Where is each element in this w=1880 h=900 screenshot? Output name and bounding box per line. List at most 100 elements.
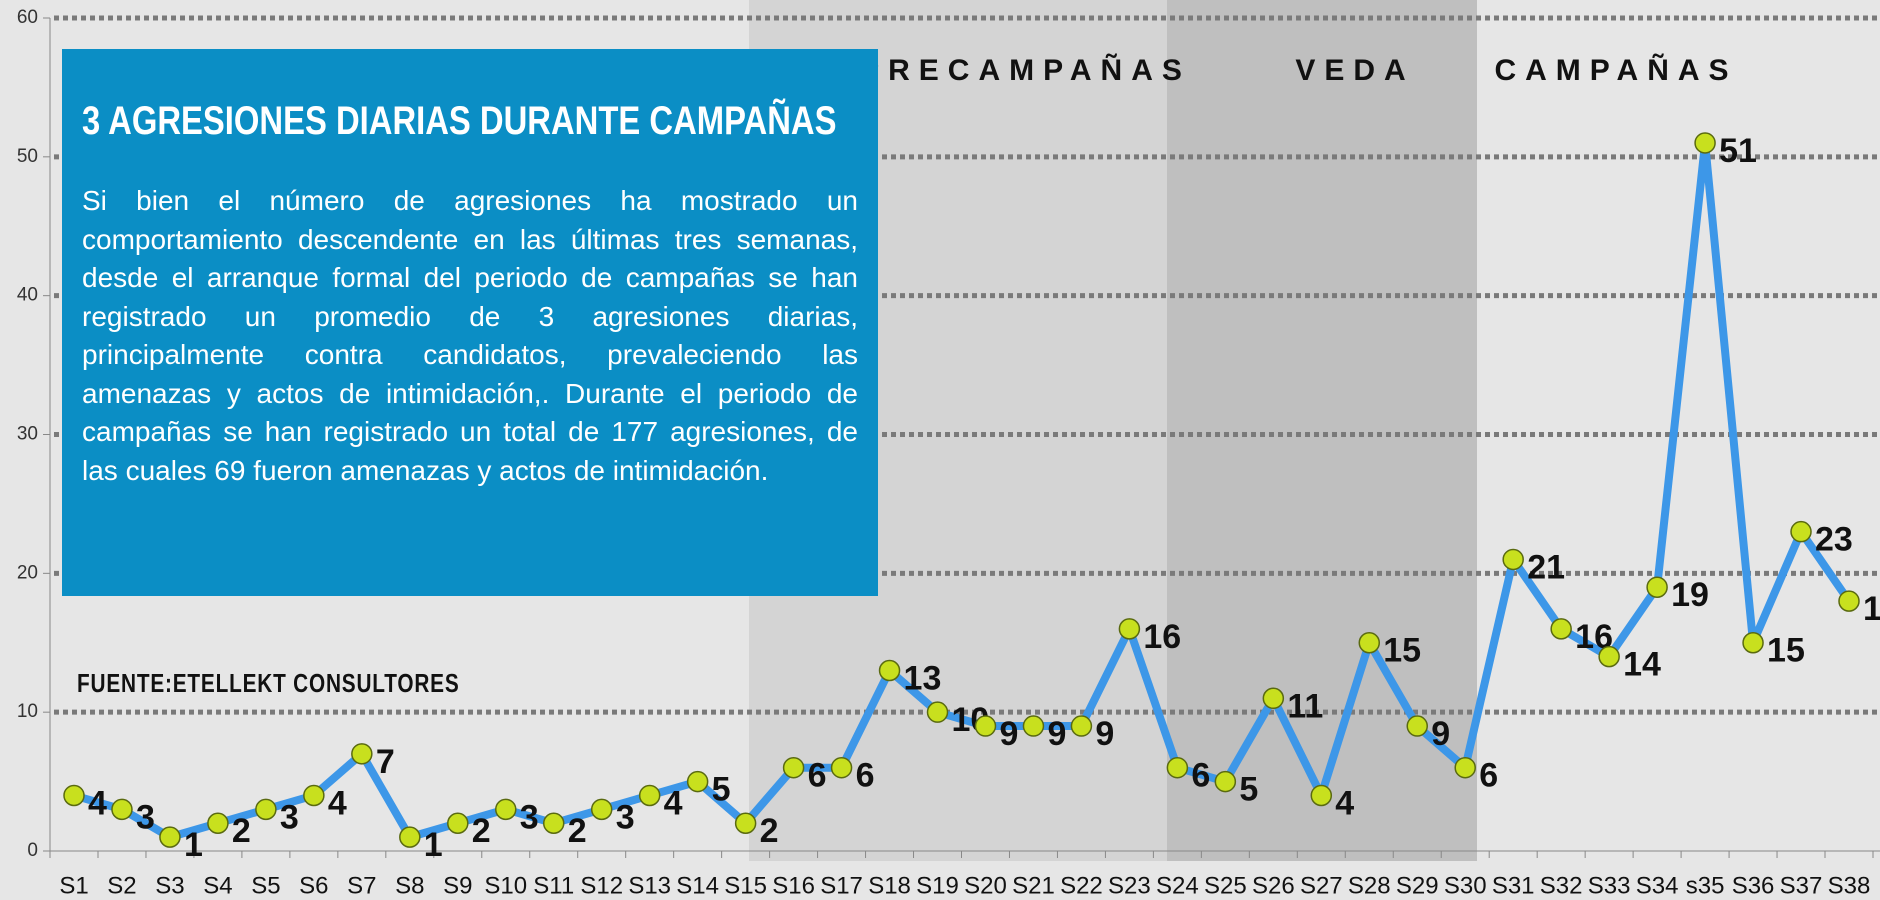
text-box: 3 AGRESIONES DIARIAS DURANTE CAMPAÑAS Si…	[62, 49, 878, 596]
marker	[878, 659, 901, 682]
x-tick-label: S14	[676, 872, 719, 899]
region-veda	[1167, 0, 1477, 861]
marker	[207, 812, 229, 834]
data-label: 3	[280, 798, 299, 836]
marker	[1790, 520, 1812, 543]
x-tick-label: S34	[1636, 872, 1679, 899]
x-tick-label: S27	[1300, 872, 1343, 899]
source: FUENTE:ETELLEKT CONSULTORES	[77, 668, 460, 698]
marker	[255, 798, 277, 821]
x-tick-label: S31	[1492, 872, 1535, 899]
marker	[1358, 632, 1381, 654]
x-tick-label: S37	[1780, 872, 1823, 899]
marker	[1742, 632, 1764, 654]
marker	[926, 701, 949, 723]
grid: 0 10 20 30 40 50 60	[17, 7, 1880, 861]
y-tick-label: 10	[17, 701, 38, 722]
marker	[734, 812, 757, 834]
data: S1 S2 S3 S4 S5 S6 S7 S8 S9 S10 S11 S12 S13 S14 S15 S16 S…	[59, 132, 1880, 899]
x-tick-label: S20	[964, 872, 1007, 899]
marker	[542, 812, 565, 834]
x-tick-label: s35	[1686, 872, 1725, 899]
data-label: 23	[1815, 521, 1853, 559]
box-title: 3 AGRESIONES DIARIAS DURANTE CAMPAÑAS	[82, 99, 837, 143]
marker	[351, 743, 373, 765]
marker	[1022, 715, 1045, 737]
data-label: 51	[1719, 132, 1757, 170]
marker	[590, 798, 613, 821]
data-label: 11	[1287, 687, 1323, 725]
data-label: 5	[1239, 771, 1258, 809]
marker	[830, 756, 853, 779]
data-label: 6	[856, 757, 875, 795]
box-text: Si bien el número de agresiones ha mostr…	[82, 185, 858, 486]
marker	[1406, 715, 1428, 737]
marker	[974, 715, 997, 737]
marker	[1214, 770, 1237, 793]
x-tick-label: S28	[1348, 872, 1391, 899]
y-tick-label: 0	[27, 840, 38, 861]
x-tick-label: S6	[299, 872, 328, 899]
marker	[447, 812, 469, 834]
data-label: 9	[1095, 715, 1114, 753]
x-tick-label: S9	[443, 872, 472, 899]
marker	[495, 798, 517, 821]
x-tick-label: S8	[395, 872, 424, 899]
x-tick-label: S29	[1396, 872, 1439, 899]
x-tick-label: S19	[916, 872, 959, 899]
data-label: 4	[88, 784, 107, 822]
x-tick-label: S26	[1252, 872, 1295, 899]
data-label: 9	[1047, 715, 1066, 753]
x-tick-label: S22	[1060, 872, 1103, 899]
marker	[1310, 784, 1333, 807]
marker	[111, 798, 133, 821]
data-label: 13	[904, 660, 942, 698]
data-label: 19	[1671, 576, 1709, 614]
data-label: 9	[999, 715, 1018, 753]
marker	[1262, 687, 1285, 710]
data-label: 7	[376, 743, 395, 781]
x-tick-label: S11	[533, 872, 574, 899]
marker	[63, 784, 85, 807]
marker	[1454, 756, 1476, 779]
x-tick-label: S15	[724, 872, 767, 899]
x-tick-label: S4	[203, 872, 232, 899]
data-label: 18	[1863, 590, 1880, 628]
region-label: VEDA	[1295, 54, 1414, 87]
x-tick-label: S32	[1540, 872, 1583, 899]
data-label: 3	[616, 798, 635, 836]
x-tick-label: S36	[1732, 872, 1775, 899]
marker	[303, 784, 325, 807]
y-tick-label: 40	[17, 285, 38, 306]
y-tick-label: 20	[17, 562, 38, 583]
data-label: 1	[184, 826, 203, 864]
line	[72, 138, 1853, 842]
data-label: 2	[472, 812, 491, 850]
marker	[1838, 590, 1860, 612]
data-label: 21	[1527, 548, 1565, 586]
data-label: 16	[1143, 618, 1181, 656]
data-label: 3	[520, 798, 539, 836]
y-tick-label: 60	[17, 7, 38, 28]
data-label: 4	[328, 784, 347, 822]
data-label: 14	[1623, 646, 1661, 684]
marker	[782, 756, 805, 779]
data-label: 6	[1479, 757, 1498, 795]
x-tick-label: S38	[1828, 872, 1871, 899]
data-label: 2	[760, 812, 779, 850]
x-tick-label: S5	[251, 872, 280, 899]
data-label: 4	[664, 784, 683, 822]
x-tick-label: S18	[868, 872, 911, 899]
data-label: 1	[424, 826, 443, 864]
x-tick-label: S30	[1444, 872, 1487, 899]
data-label: 6	[1191, 757, 1210, 795]
marker	[399, 826, 421, 848]
marker	[1598, 645, 1620, 668]
x-tick-label: S24	[1156, 872, 1199, 899]
data-label: 3	[136, 798, 155, 836]
marker	[1694, 132, 1716, 154]
x-tick-label: S7	[347, 872, 376, 899]
y-tick-label: 50	[17, 146, 38, 167]
